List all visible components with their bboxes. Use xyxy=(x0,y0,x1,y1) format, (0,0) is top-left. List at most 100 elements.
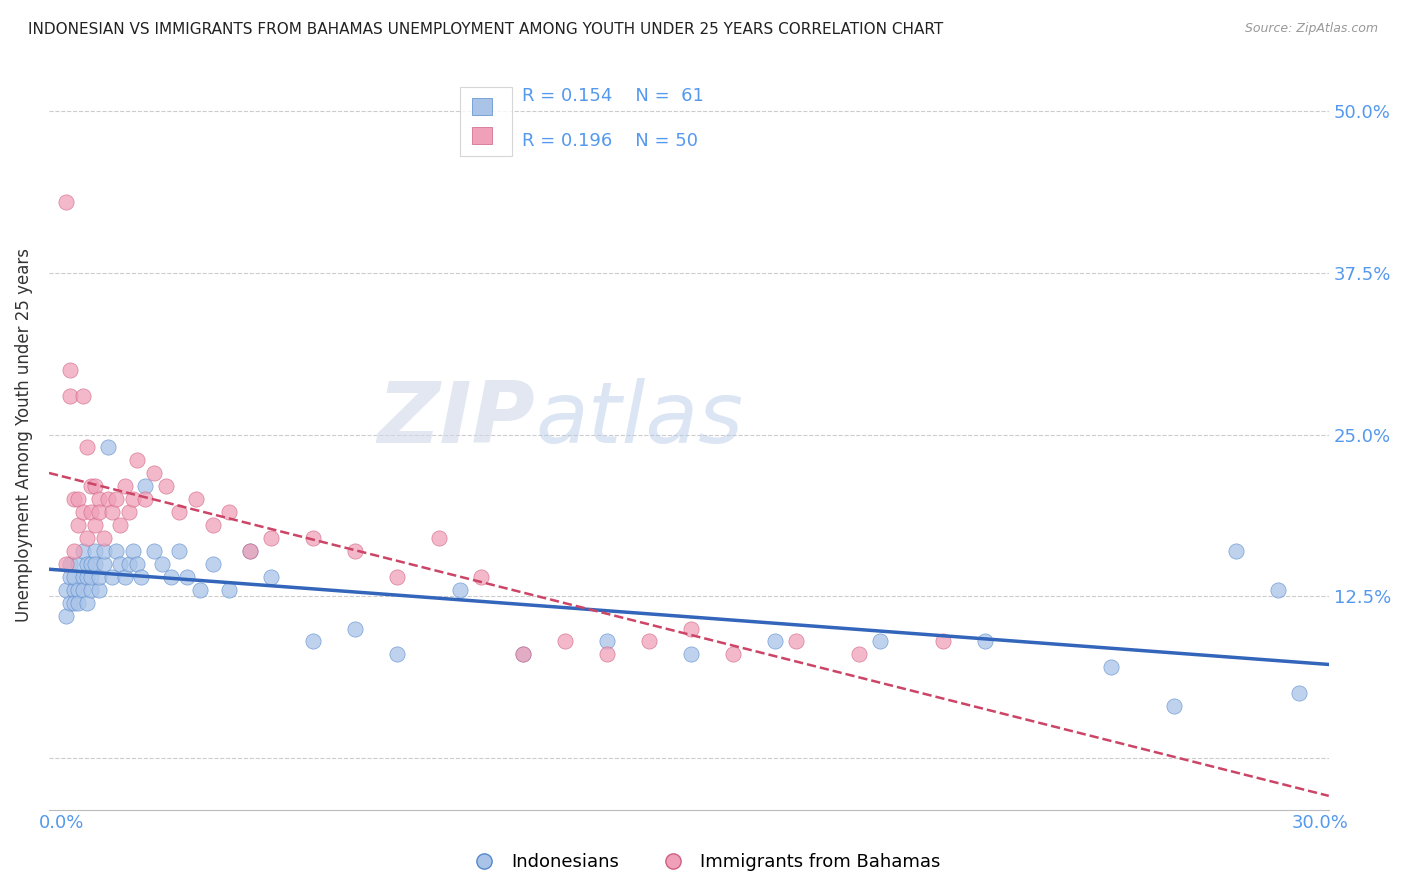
Point xyxy=(167,544,190,558)
Point xyxy=(176,570,198,584)
Point xyxy=(1099,660,1122,674)
Point xyxy=(1267,582,1289,597)
Point xyxy=(142,544,165,558)
Point xyxy=(201,518,224,533)
Point xyxy=(118,505,141,519)
Text: R = 0.196    N = 50: R = 0.196 N = 50 xyxy=(523,132,699,151)
Point xyxy=(76,596,98,610)
Point xyxy=(80,557,103,571)
Point xyxy=(89,505,111,519)
Point xyxy=(59,557,82,571)
Point xyxy=(638,634,661,648)
Point xyxy=(101,505,124,519)
Point xyxy=(97,492,120,507)
Point xyxy=(84,557,107,571)
Point xyxy=(118,557,141,571)
Point xyxy=(344,544,367,558)
Point xyxy=(67,557,90,571)
Point xyxy=(59,363,82,377)
Point xyxy=(512,648,534,662)
Point xyxy=(97,441,120,455)
Point xyxy=(63,596,86,610)
Point xyxy=(63,544,86,558)
Point xyxy=(387,570,409,584)
Point xyxy=(80,479,103,493)
Point xyxy=(134,492,156,507)
Point xyxy=(101,570,124,584)
Point xyxy=(80,505,103,519)
Point xyxy=(80,582,103,597)
Point xyxy=(1225,544,1247,558)
Point xyxy=(201,557,224,571)
Point xyxy=(89,570,111,584)
Text: ZIP: ZIP xyxy=(378,378,536,461)
Point xyxy=(93,557,115,571)
Legend: , : , xyxy=(460,87,512,156)
Point xyxy=(84,544,107,558)
Point xyxy=(973,634,995,648)
Text: atlas: atlas xyxy=(536,378,744,461)
Point xyxy=(72,389,94,403)
Point xyxy=(67,596,90,610)
Point xyxy=(105,492,128,507)
Point xyxy=(184,492,207,507)
Point xyxy=(159,570,181,584)
Point xyxy=(72,544,94,558)
Point xyxy=(72,570,94,584)
Point xyxy=(59,596,82,610)
Point xyxy=(93,531,115,545)
Point xyxy=(679,648,702,662)
Point xyxy=(110,518,132,533)
Text: INDONESIAN VS IMMIGRANTS FROM BAHAMAS UNEMPLOYMENT AMONG YOUTH UNDER 25 YEARS CO: INDONESIAN VS IMMIGRANTS FROM BAHAMAS UN… xyxy=(28,22,943,37)
Point xyxy=(129,570,152,584)
Text: Source: ZipAtlas.com: Source: ZipAtlas.com xyxy=(1244,22,1378,36)
Point xyxy=(63,570,86,584)
Point xyxy=(67,492,90,507)
Point xyxy=(55,582,77,597)
Text: R = 0.154    N =  61: R = 0.154 N = 61 xyxy=(523,87,704,105)
Point xyxy=(127,453,149,467)
Point xyxy=(76,557,98,571)
Point xyxy=(260,531,283,545)
Point xyxy=(127,557,149,571)
Point xyxy=(59,389,82,403)
Point xyxy=(302,634,325,648)
Point xyxy=(134,479,156,493)
Point xyxy=(105,544,128,558)
Point xyxy=(55,557,77,571)
Point xyxy=(554,634,576,648)
Point xyxy=(260,570,283,584)
Point xyxy=(1163,699,1185,714)
Point xyxy=(1288,686,1310,700)
Point xyxy=(84,518,107,533)
Point xyxy=(80,570,103,584)
Point xyxy=(76,441,98,455)
Point xyxy=(150,557,173,571)
Point xyxy=(155,479,177,493)
Point xyxy=(55,608,77,623)
Point xyxy=(59,570,82,584)
Point xyxy=(114,570,136,584)
Point xyxy=(387,648,409,662)
Point xyxy=(470,570,492,584)
Point xyxy=(67,582,90,597)
Point xyxy=(84,479,107,493)
Point xyxy=(239,544,262,558)
Point xyxy=(427,531,450,545)
Point xyxy=(89,492,111,507)
Point xyxy=(932,634,955,648)
Point xyxy=(76,570,98,584)
Point xyxy=(679,622,702,636)
Point xyxy=(89,582,111,597)
Point xyxy=(67,518,90,533)
Point xyxy=(122,544,145,558)
Point xyxy=(218,582,240,597)
Point xyxy=(302,531,325,545)
Point xyxy=(344,622,367,636)
Point xyxy=(76,531,98,545)
Point xyxy=(55,194,77,209)
Point xyxy=(63,492,86,507)
Point xyxy=(188,582,211,597)
Point xyxy=(218,505,240,519)
Point xyxy=(596,648,619,662)
